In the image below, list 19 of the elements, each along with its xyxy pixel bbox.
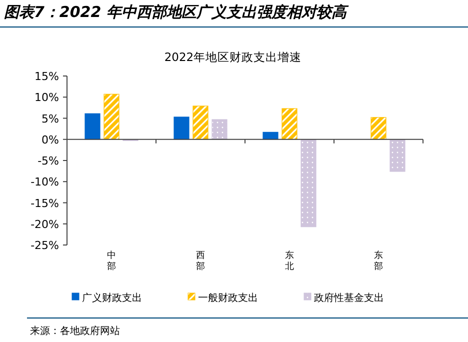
y-tick-label: -15% xyxy=(30,196,59,210)
y-tick-label: 0% xyxy=(42,133,59,146)
chart-title: 图表7：2022 年中西部地区广义支出强度相对较高 xyxy=(4,3,350,21)
x-tick-label: 中部 xyxy=(107,250,116,272)
x-tick-label: 西部 xyxy=(196,251,205,272)
y-tick-label: 10% xyxy=(34,91,59,104)
chart-subtitle: 2022年地区财政支出增速 xyxy=(164,50,302,64)
y-tick-label: -5% xyxy=(38,154,59,168)
legend-label: 政府性基金支出 xyxy=(314,292,384,304)
y-tick-label: -10% xyxy=(30,176,59,189)
y-tick-label: 5% xyxy=(42,112,59,126)
y-tick-label: -25% xyxy=(30,239,59,252)
y-tick-label: -20% xyxy=(30,218,59,231)
y-tick-label: 15% xyxy=(34,70,59,83)
legend-label: 广义财政支出 xyxy=(82,292,142,304)
x-tick-label: 东部 xyxy=(374,250,383,272)
x-tick-label: 东北 xyxy=(285,250,294,272)
legend-label: 一般财政支出 xyxy=(198,292,258,304)
source-note: 来源：各地政府网站 xyxy=(30,325,120,337)
